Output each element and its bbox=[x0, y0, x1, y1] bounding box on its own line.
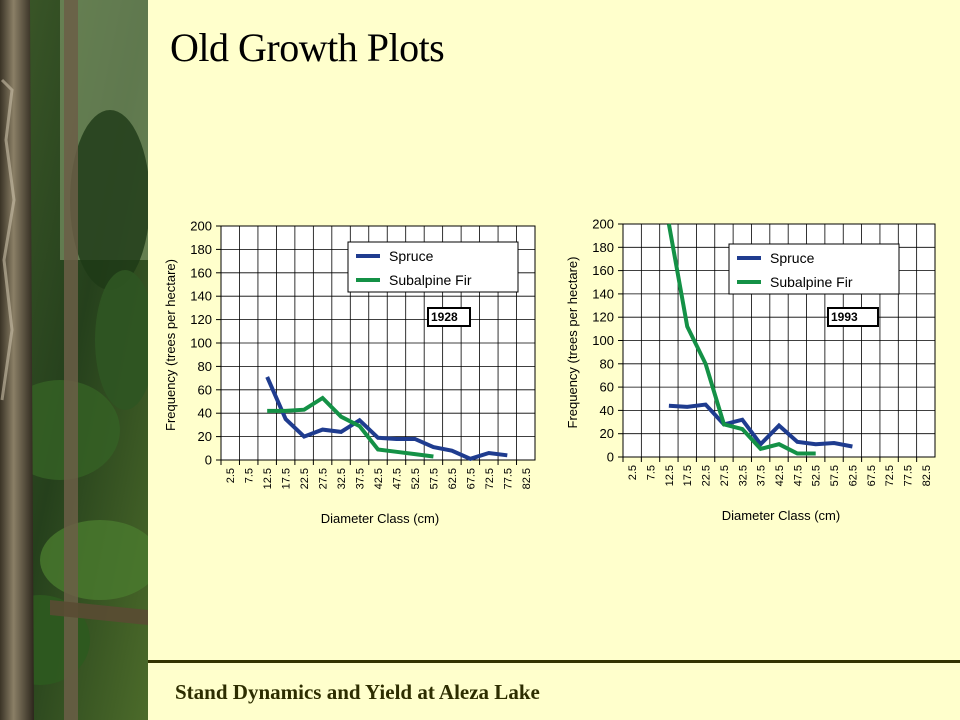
legend-label: Subalpine Fir bbox=[770, 274, 853, 290]
x-tick-label: 67.5 bbox=[465, 468, 477, 489]
x-tick-label: 57.5 bbox=[829, 465, 841, 486]
year-label-box bbox=[427, 307, 471, 327]
slide-footer: Stand Dynamics and Yield at Aleza Lake bbox=[175, 680, 540, 704]
x-tick-label: 77.5 bbox=[902, 465, 914, 486]
y-tick-label: 180 bbox=[592, 240, 614, 255]
x-tick-label: 17.5 bbox=[682, 465, 694, 486]
slide-title: Old Growth Plots bbox=[170, 25, 445, 70]
x-tick-label: 22.5 bbox=[299, 468, 311, 489]
x-tick-label: 37.5 bbox=[756, 465, 768, 486]
x-tick-label: 47.5 bbox=[391, 468, 403, 489]
year-label: 1993 bbox=[831, 310, 858, 324]
year-label: 1928 bbox=[431, 310, 458, 324]
y-tick-label: 40 bbox=[600, 403, 614, 418]
x-tick-label: 7.5 bbox=[646, 465, 658, 480]
series-line-spruce bbox=[668, 402, 853, 449]
y-tick-label: 40 bbox=[198, 406, 212, 421]
y-tick-label: 120 bbox=[592, 310, 614, 325]
x-tick-label: 22.5 bbox=[701, 465, 713, 486]
y-tick-label: 60 bbox=[198, 382, 212, 397]
x-tick-label: 32.5 bbox=[336, 468, 348, 489]
x-axis-title: Diameter Class (cm) bbox=[722, 508, 840, 523]
x-axis-title: Diameter Class (cm) bbox=[321, 511, 439, 526]
x-tick-label: 27.5 bbox=[719, 465, 731, 486]
x-tick-label: 42.5 bbox=[373, 468, 385, 489]
x-tick-label: 7.5 bbox=[244, 468, 256, 483]
x-tick-label: 82.5 bbox=[921, 465, 933, 486]
x-tick-label: 17.5 bbox=[281, 468, 293, 489]
y-tick-label: 100 bbox=[190, 336, 212, 351]
y-tick-label: 80 bbox=[600, 356, 614, 371]
series-line-spruce bbox=[265, 376, 508, 461]
y-tick-label: 200 bbox=[190, 219, 212, 234]
x-tick-label: 52.5 bbox=[410, 468, 422, 489]
x-tick-label: 12.5 bbox=[664, 465, 676, 486]
x-tick-label: 72.5 bbox=[484, 468, 496, 489]
y-axis-title: Frequency (trees per hectare) bbox=[163, 259, 178, 431]
y-tick-label: 200 bbox=[592, 217, 614, 232]
y-tick-label: 0 bbox=[205, 453, 212, 468]
legend-box bbox=[347, 241, 519, 293]
y-tick-label: 80 bbox=[198, 359, 212, 374]
y-tick-label: 120 bbox=[190, 312, 212, 327]
y-tick-label: 20 bbox=[600, 426, 614, 441]
forest-photo bbox=[0, 0, 148, 720]
y-tick-label: 20 bbox=[198, 429, 212, 444]
x-tick-label: 12.5 bbox=[262, 468, 274, 489]
x-tick-label: 42.5 bbox=[774, 465, 786, 486]
legend-box bbox=[728, 243, 900, 295]
y-tick-label: 180 bbox=[190, 242, 212, 257]
year-label-box bbox=[827, 307, 879, 327]
x-tick-label: 77.5 bbox=[502, 468, 514, 489]
x-tick-label: 52.5 bbox=[811, 465, 823, 486]
x-tick-label: 72.5 bbox=[884, 465, 896, 486]
x-tick-label: 37.5 bbox=[355, 468, 367, 489]
x-tick-label: 62.5 bbox=[847, 465, 859, 486]
y-tick-label: 140 bbox=[592, 286, 614, 301]
x-tick-label: 2.5 bbox=[627, 465, 639, 480]
series-line-subalpine-fir bbox=[267, 395, 434, 459]
footer-rule bbox=[148, 660, 960, 663]
y-tick-label: 0 bbox=[607, 450, 614, 465]
x-tick-label: 27.5 bbox=[318, 468, 330, 489]
x-tick-label: 82.5 bbox=[521, 468, 533, 489]
legend-label: Subalpine Fir bbox=[389, 272, 472, 288]
x-tick-label: 57.5 bbox=[428, 468, 440, 489]
x-tick-label: 47.5 bbox=[792, 465, 804, 486]
y-tick-label: 160 bbox=[592, 263, 614, 278]
legend-label: Spruce bbox=[770, 250, 815, 266]
y-axis-title: Frequency (trees per hectare) bbox=[565, 257, 580, 429]
x-tick-label: 32.5 bbox=[737, 465, 749, 486]
y-tick-label: 100 bbox=[592, 333, 614, 348]
y-tick-label: 60 bbox=[600, 380, 614, 395]
x-tick-label: 2.5 bbox=[225, 468, 237, 483]
x-tick-label: 62.5 bbox=[447, 468, 459, 489]
legend-label: Spruce bbox=[389, 248, 434, 264]
y-tick-label: 140 bbox=[190, 289, 212, 304]
series-line-subalpine-fir bbox=[666, 223, 816, 456]
y-tick-label: 160 bbox=[190, 265, 212, 280]
x-tick-label: 67.5 bbox=[866, 465, 878, 486]
